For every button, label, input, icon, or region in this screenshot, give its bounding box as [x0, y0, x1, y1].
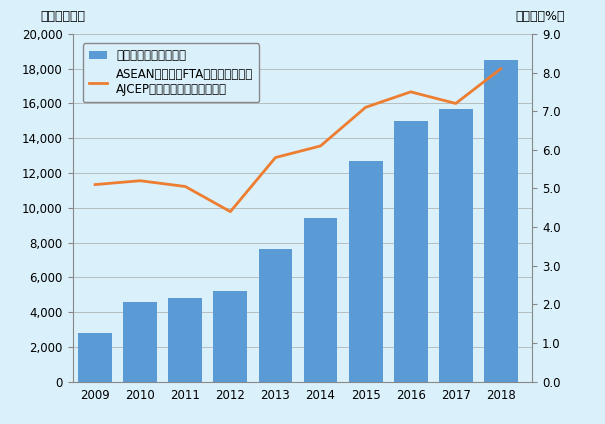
Bar [484, 60, 518, 382]
Bar [214, 291, 247, 382]
Bar [304, 218, 338, 382]
Legend: 原産地証明書発給件数, ASEAN各国とのFTA総件数に占める
AJCEP利用件数の割合（右軸）: 原産地証明書発給件数, ASEAN各国とのFTA総件数に占める AJCEP利用件… [83, 43, 260, 102]
Bar [348, 161, 382, 382]
Bar [439, 109, 473, 382]
Bar [394, 121, 428, 382]
Text: （単位：%）: （単位：%） [515, 11, 564, 23]
Text: （単位：件）: （単位：件） [41, 11, 85, 23]
Bar [168, 298, 202, 382]
Bar [258, 249, 292, 382]
Bar [78, 333, 112, 382]
Bar [123, 301, 157, 382]
